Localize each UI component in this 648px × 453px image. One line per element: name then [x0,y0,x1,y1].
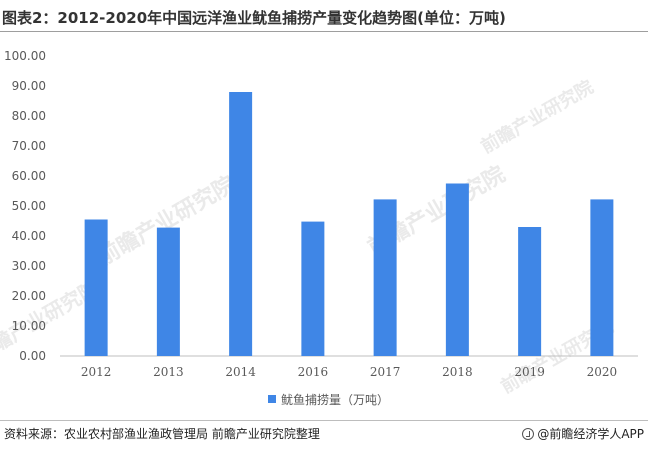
x-tick-label: 2017 [370,365,401,379]
watermark-text: 前瞻产业研究院 [477,76,597,158]
y-tick-label: 50.00 [12,199,46,213]
legend-label: 鱿鱼捕捞量（万吨） [281,392,389,407]
bar-2018 [445,183,469,356]
title-divider [0,31,648,32]
brand-credit: @前瞻经济学人APP [522,425,644,442]
y-tick-label: 90.00 [12,79,46,93]
bar-2016 [301,221,325,356]
x-tick-label: 2019 [514,365,545,379]
legend-swatch [268,395,276,403]
bar-2019 [518,227,542,356]
bar-2014 [229,92,253,356]
bar-2012 [84,219,108,356]
brand-logo-icon [522,427,535,440]
y-tick-label: 20.00 [12,289,46,303]
y-tick-label: 10.00 [12,319,46,333]
x-tick-label: 2016 [298,365,329,379]
bar-2020 [590,199,614,356]
x-tick-label: 2012 [81,365,112,379]
x-tick-label: 2014 [225,365,256,379]
y-tick-label: 30.00 [12,259,46,273]
x-tick-label: 2020 [587,365,618,379]
bar-2013 [156,227,180,356]
axis-layer: 0.00 10.00 20.00 30.00 40.00 50.00 60.00 70.00 8… [4,49,638,363]
y-tick-label: 70.00 [12,139,46,153]
x-tick-label: 2018 [442,365,473,379]
legend: 鱿鱼捕捞量（万吨） [268,392,389,407]
y-tick-label: 80.00 [12,109,46,123]
brand-label: @前瞻经济学人APP [537,427,644,441]
y-tick-label: 40.00 [12,229,46,243]
source-note: 资料来源：农业农村部渔业渔政管理局 前瞻产业研究院整理 [4,427,320,441]
y-tick-label: 0.00 [19,349,46,363]
y-tick-label: 100.00 [4,49,46,63]
x-tick-label: 2013 [153,365,184,379]
bar-2017 [373,199,397,356]
chart-title: 图表2：2012-2020年中国远洋渔业鱿鱼捕捞产量变化趋势图(单位：万吨) [2,9,506,27]
footer-divider [0,420,648,421]
y-tick-label: 60.00 [12,169,46,183]
bar-layer: 2012 2013 2014 2016 2017 2018 2019 2020 [81,92,617,379]
